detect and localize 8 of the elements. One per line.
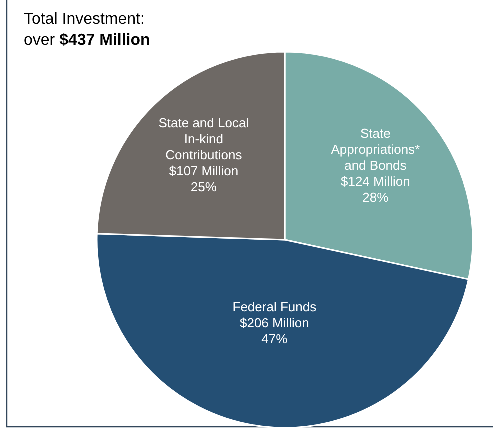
slice-label: State and Local In-kind Contributions <box>158 116 250 163</box>
data-label: $107 Million 25% <box>169 164 239 195</box>
data-label: $206 Million 47% <box>240 315 310 346</box>
chart-title: Total Investment: <box>24 11 145 28</box>
slice-label: State Appropriations* and Bonds <box>331 126 420 174</box>
data-label: $124 Million 28% <box>340 174 410 206</box>
slice-label: Federal Funds <box>232 299 318 314</box>
chart-subtitle: over $437 Million <box>24 32 150 49</box>
